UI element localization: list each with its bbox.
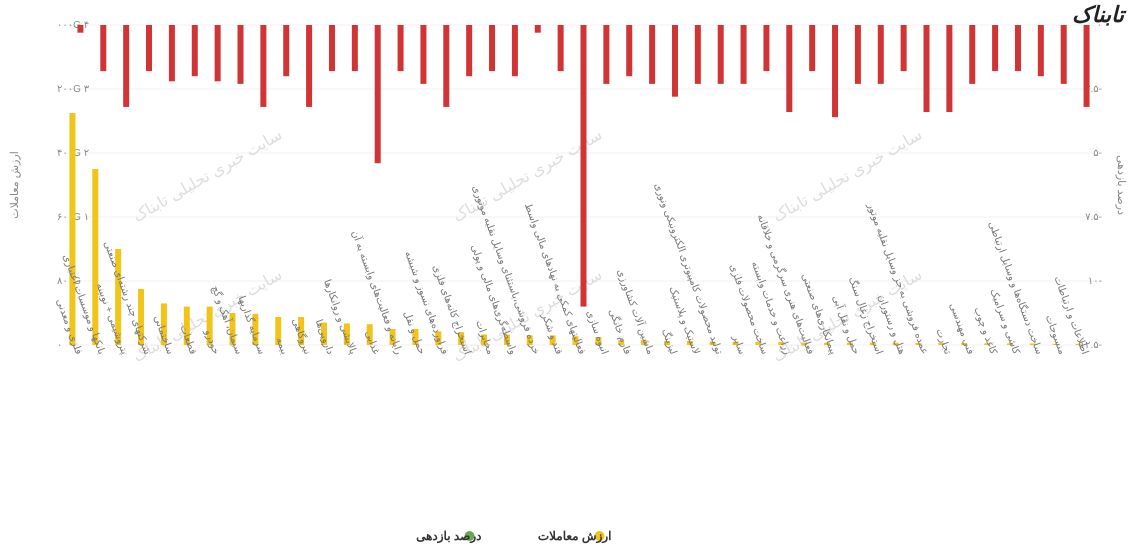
return-bar [718, 25, 724, 84]
return-bar [215, 25, 221, 81]
return-bar [786, 25, 792, 112]
return-bar [420, 25, 426, 84]
return-bar [924, 25, 930, 112]
return-bar [375, 25, 381, 163]
return-bar [832, 25, 838, 117]
category-label: حمل و نقل [401, 310, 427, 356]
return-bar [352, 25, 358, 71]
category-label: رایانه و فعالیت‌های وابسته به آن [349, 229, 406, 357]
right-axis-tick: -۷.۵ [1085, 212, 1102, 223]
return-bar [535, 25, 541, 33]
category-label: غذایی [363, 329, 382, 356]
return-bar [192, 25, 198, 76]
return-bar [603, 25, 609, 84]
svg-text:سایت خبری تحلیلی تابناک: سایت خبری تحلیلی تابناک [130, 126, 285, 225]
return-bar [77, 25, 83, 33]
return-bar [992, 25, 998, 71]
return-bar [260, 25, 266, 107]
return-bar [283, 25, 289, 76]
chart-container: تابناک ۰-۱۲.۵۸۰۰G-۱۰۱ ۶۰۰G-۷.۵۲ ۴۰۰G-۵۳ … [0, 0, 1130, 554]
left-axis-label: ارزش معاملات [9, 151, 21, 219]
return-bar [443, 25, 449, 107]
category-label: تجارت [933, 327, 952, 356]
category-label: سایر [730, 333, 747, 356]
svg-text:سایت خبری تحلیلی تابناک: سایت خبری تحلیلی تابناک [770, 126, 925, 225]
legend: درصد بازدهی ارزش معاملات [416, 529, 611, 544]
category-label: نیروگاهی [289, 317, 313, 356]
category-label: بیمه [274, 336, 290, 356]
return-bar [1038, 25, 1044, 76]
legend-return-label: درصد بازدهی [416, 529, 481, 544]
return-bar [398, 25, 404, 71]
return-bar [1084, 25, 1090, 107]
legend-value-label: ارزش معاملات [538, 529, 612, 544]
return-bar [741, 25, 747, 84]
return-bar [809, 25, 815, 71]
category-label: خودرو [202, 327, 221, 356]
return-bar [946, 25, 952, 112]
return-bar [1061, 25, 1067, 84]
return-bar [969, 25, 975, 84]
right-axis-tick: -۱۰ [1088, 276, 1102, 287]
left-axis-tick: ۴ ۰۰۰G [57, 20, 89, 31]
return-bar [123, 25, 129, 107]
return-bar [306, 25, 312, 107]
return-bar [329, 25, 335, 71]
return-bar [901, 25, 907, 71]
return-bar [695, 25, 701, 84]
return-bar [626, 25, 632, 76]
left-axis-tick: ۰ [57, 340, 62, 351]
return-bar [146, 25, 152, 71]
return-bar [169, 25, 175, 81]
category-label: دارویی‌ها [313, 318, 336, 356]
category-label: منسوجات [1043, 314, 1067, 356]
right-axis-label: درصد بازدهی [1115, 155, 1127, 215]
left-axis-tick: ۳ ۲۰۰G [57, 84, 90, 95]
category-label: فارم خانگی [606, 307, 634, 356]
value-bar [69, 113, 75, 345]
return-bar [558, 25, 564, 71]
return-bar [100, 25, 106, 71]
dual-axis-bar-chart: ۰-۱۲.۵۸۰۰G-۱۰۱ ۶۰۰G-۷.۵۲ ۴۰۰G-۵۳ ۲۰۰G-۲.… [0, 0, 1130, 554]
return-bar [1015, 25, 1021, 71]
return-bar [855, 25, 861, 84]
return-bar [238, 25, 244, 84]
category-label: انبوه سازی [584, 309, 610, 356]
return-bar [489, 25, 495, 71]
category-label: فراورده‌های نسوز و شیشه [402, 250, 450, 357]
return-bar [466, 25, 472, 76]
category-label: قند و شکر [539, 311, 564, 356]
return-bar [581, 25, 587, 307]
return-bar [763, 25, 769, 71]
right-axis-tick: -۵ [1093, 148, 1102, 159]
return-bar [512, 25, 518, 76]
return-bar [878, 25, 884, 84]
return-bar [649, 25, 655, 84]
category-label: لیزینگ [659, 327, 679, 356]
return-bar [672, 25, 678, 97]
site-logo: تابناک [1072, 2, 1124, 28]
